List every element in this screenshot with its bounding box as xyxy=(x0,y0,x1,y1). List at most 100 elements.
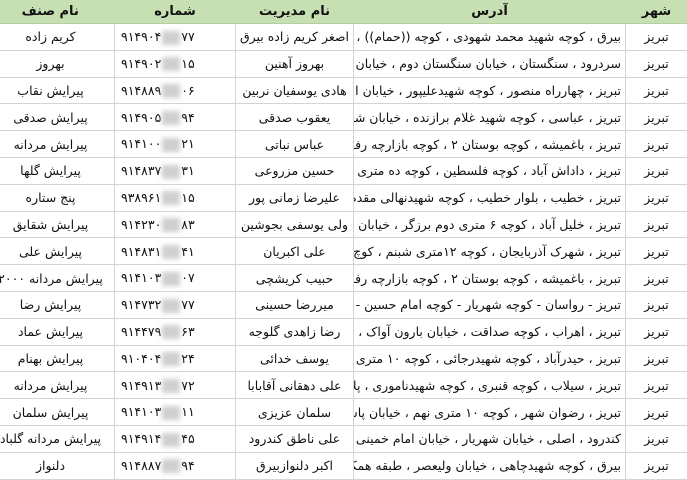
manager-cell[interactable]: اصغر کریم زاده بیرق xyxy=(235,23,354,51)
guild-cell[interactable]: دلنواز xyxy=(0,451,115,480)
city-cell[interactable]: تبریز xyxy=(625,317,687,346)
city-cell[interactable]: تبریز xyxy=(625,130,687,158)
phone-cell[interactable]: ۹۱۴۸۸۹ ۰۶ xyxy=(114,76,236,105)
manager-cell[interactable]: علی دهقانی آقابابا xyxy=(235,371,354,400)
header-guild[interactable]: نام صنف xyxy=(0,0,115,24)
header-manager[interactable]: نام مدیریت xyxy=(235,0,354,24)
guild-cell[interactable]: پیرایش مردانه ۲۰۰۰ xyxy=(0,264,115,292)
phone-cell[interactable]: ۹۱۴۹۰۲ ۱۵ xyxy=(114,49,236,78)
address-cell[interactable]: تبریز ، شهرک آذربایجان ، کوچه ۱۲متری شبن… xyxy=(353,237,626,266)
phone-cell[interactable]: ۹۱۴۱۰۰ ۲۱ xyxy=(114,130,236,158)
phone-cell[interactable]: ۹۱۴۹۰۴ ۷۷ xyxy=(114,23,236,51)
city-cell[interactable]: تبریز xyxy=(625,424,687,453)
phone-cell[interactable]: ۹۱۴۹۰۵ ۹۴ xyxy=(114,103,236,132)
guild-cell[interactable]: پیرایش نقاب xyxy=(0,76,115,105)
table-row: تبریز تبریز ، باغمیشه ، کوچه بوستان ۲ ، ک… xyxy=(0,264,687,292)
phone-suffix: ۲۴ xyxy=(181,350,195,366)
guild-cell[interactable]: کریم زاده xyxy=(0,23,115,51)
address-cell[interactable]: تبریز ، رضوان شهر ، کوچه ۱۰ متری نهم ، خ… xyxy=(353,398,626,426)
address-cell[interactable]: تبریز ، حیدرآباد ، کوچه شهیدرجائی ، کوچه… xyxy=(353,344,626,373)
manager-cell[interactable]: علیرضا زمانی پور xyxy=(235,183,354,212)
city-cell[interactable]: تبریز xyxy=(625,49,687,78)
city-cell[interactable]: تبریز xyxy=(625,103,687,132)
phone-prefix: ۹۱۴۹۰۴ xyxy=(121,29,162,45)
manager-cell[interactable]: میررضا حسینی xyxy=(235,290,354,319)
phone-cell[interactable]: ۹۱۴۷۳۲ ۷۷ xyxy=(114,290,236,319)
guild-cell[interactable]: پیرایش صدقی xyxy=(0,103,115,132)
address-cell[interactable]: سردرود ، سنگستان ، خیابان سنگستان دوم ، … xyxy=(353,49,626,78)
manager-cell[interactable]: سلمان عزیزی xyxy=(235,398,354,426)
address-cell[interactable]: کندرود ، اصلی ، خیابان شهریار ، خیابان ا… xyxy=(353,424,626,453)
manager-cell[interactable]: یعقوب صدقی xyxy=(235,103,354,132)
manager-cell[interactable]: علی ناطق کندرود xyxy=(235,424,354,453)
manager-cell[interactable]: حسین مزروعی xyxy=(235,156,354,185)
guild-cell[interactable]: پیرایش رضا xyxy=(0,290,115,319)
header-city[interactable]: شهر xyxy=(625,0,687,24)
phone-cell[interactable]: ۹۱۴۹۱۳ ۷۲ xyxy=(114,371,236,400)
guild-cell[interactable]: پیرایش سلمان xyxy=(0,398,115,426)
city-cell[interactable]: تبریز xyxy=(625,183,687,212)
phone-cell[interactable]: ۹۱۴۲۳۰ ۸۳ xyxy=(114,210,236,239)
redacted-blur xyxy=(162,459,181,474)
manager-cell[interactable]: بهروز آهنین xyxy=(235,49,354,78)
phone-prefix: ۹۱۴۴۷۹ xyxy=(121,323,162,339)
guild-cell[interactable]: بهروز xyxy=(0,49,115,78)
phone-cell[interactable]: ۹۱۴۸۸۷ ۹۴ xyxy=(114,451,236,480)
guild-cell[interactable]: پیرایش علی xyxy=(0,237,115,266)
guild-cell[interactable]: پیرایش شقایق xyxy=(0,210,115,239)
city-cell[interactable]: تبریز xyxy=(625,23,687,51)
guild-cell[interactable]: پیرایش مردانه xyxy=(0,130,115,158)
address-cell[interactable]: تبریز ، خلیل آباد ، کوچه ۶ متری دوم برزگ… xyxy=(353,210,626,239)
guild-cell[interactable]: پیرایش مردانه xyxy=(0,371,115,400)
phone-cell[interactable]: ۹۱۴۱۰۳ ۰۷ xyxy=(114,264,236,292)
city-cell[interactable]: تبریز xyxy=(625,237,687,266)
redacted-blur xyxy=(162,352,181,367)
address-cell[interactable]: تبریز ، عباسی ، کوچه شهید غلام برازنده ،… xyxy=(353,103,626,132)
address-cell[interactable]: تبریز ، خطیب ، بلوار خطیب ، کوچه شهیدنها… xyxy=(353,183,626,212)
table-row: تبریز تبریز ، باغمیشه ، کوچه بوستان ۲ ، ک… xyxy=(0,130,687,158)
address-cell[interactable]: تبریز ، سیلاب ، کوچه قنبری ، کوچه شهیدنا… xyxy=(353,371,626,400)
phone-prefix: ۹۱۴۹۰۵ xyxy=(121,109,162,125)
manager-cell[interactable]: حبیب کریشچی xyxy=(235,264,354,292)
manager-cell[interactable]: یوسف خدائی xyxy=(235,344,354,373)
address-cell[interactable]: تبریز ، چهارراه منصور ، کوچه شهیدعلیپور … xyxy=(353,76,626,105)
manager-cell[interactable]: علی اکبریان xyxy=(235,237,354,266)
phone-cell[interactable]: ۹۱۴۱۰۳ ۱۱ xyxy=(114,398,236,426)
city-cell[interactable]: تبریز xyxy=(625,210,687,239)
header-phone[interactable]: شماره xyxy=(114,0,236,24)
manager-cell[interactable]: هادی یوسفیان نربین xyxy=(235,76,354,105)
address-cell[interactable]: تبریز ، اهراب ، کوچه صداقت ، خیابان بارو… xyxy=(353,317,626,346)
city-cell[interactable]: تبریز xyxy=(625,344,687,373)
guild-cell[interactable]: پنج ستاره xyxy=(0,183,115,212)
city-cell[interactable]: تبریز xyxy=(625,264,687,292)
guild-cell[interactable]: پیرایش بهنام xyxy=(0,344,115,373)
phone-cell[interactable]: ۹۱۴۴۷۹ ۶۳ xyxy=(114,317,236,346)
header-row: شهر آدرس نام مدیریت شماره نام صنف xyxy=(0,0,687,24)
city-cell[interactable]: تبریز xyxy=(625,398,687,426)
manager-cell[interactable]: اکبر دلنوازبیرق xyxy=(235,451,354,480)
table-row: تبریز بیرق ، کوچه شهیدچاهی ، خیابان ولیعص… xyxy=(0,451,687,480)
city-cell[interactable]: تبریز xyxy=(625,76,687,105)
guild-cell[interactable]: پیرایش عماد xyxy=(0,317,115,346)
city-cell[interactable]: تبریز xyxy=(625,156,687,185)
phone-cell[interactable]: ۹۳۸۹۶۱ ۱۵ xyxy=(114,183,236,212)
phone-cell[interactable]: ۹۱۴۸۳۱ ۴۱ xyxy=(114,237,236,266)
address-cell[interactable]: بیرق ، کوچه شهید محمد شهودی ، کوچه ((حما… xyxy=(353,23,626,51)
phone-cell[interactable]: ۹۱۰۴۰۴ ۲۴ xyxy=(114,344,236,373)
manager-cell[interactable]: ولی یوسفی بجوشین xyxy=(235,210,354,239)
guild-cell[interactable]: پیرایش گلها xyxy=(0,156,115,185)
phone-cell[interactable]: ۹۱۴۸۳۷ ۳۱ xyxy=(114,156,236,185)
address-cell[interactable]: تبریز - رواسان - کوچه شهریار - کوچه امام… xyxy=(353,290,626,319)
manager-cell[interactable]: عباس نباتی xyxy=(235,130,354,158)
address-cell[interactable]: بیرق ، کوچه شهیدچاهی ، خیابان ولیعصر ، ط… xyxy=(353,451,626,480)
address-cell[interactable]: تبریز ، داداش آباد ، کوچه فلسطین ، کوچه … xyxy=(353,156,626,185)
city-cell[interactable]: تبریز xyxy=(625,451,687,480)
city-cell[interactable]: تبریز xyxy=(625,371,687,400)
address-cell[interactable]: تبریز ، باغمیشه ، کوچه بوستان ۲ ، کوچه ب… xyxy=(353,130,626,158)
city-cell[interactable]: تبریز xyxy=(625,290,687,319)
header-address[interactable]: آدرس xyxy=(353,0,626,24)
guild-cell[interactable]: پیرایش مردانه گلباد xyxy=(0,424,115,453)
phone-cell[interactable]: ۹۱۴۹۱۴ ۴۵ xyxy=(114,424,236,453)
address-cell[interactable]: تبریز ، باغمیشه ، کوچه بوستان ۲ ، کوچه ب… xyxy=(353,264,626,292)
manager-cell[interactable]: رضا زاهدی گلوجه xyxy=(235,317,354,346)
